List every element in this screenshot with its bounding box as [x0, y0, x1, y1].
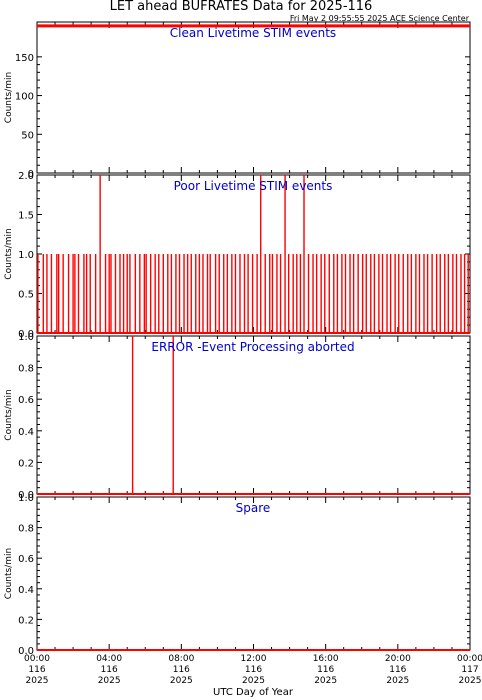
y-tick-label: 1.0	[18, 493, 34, 504]
x-tick-label: 2025	[314, 676, 337, 686]
y-tick-label: 1.5	[18, 211, 34, 222]
plot-frame	[36, 21, 471, 174]
panel-title: Spare	[236, 501, 271, 515]
y-axis-label: Counts/min	[4, 228, 14, 279]
x-tick-label: 2025	[459, 676, 482, 686]
y-tick-label: 0.2	[18, 615, 34, 626]
y-tick-label: 0.8	[18, 364, 34, 375]
plot-frame	[36, 335, 471, 495]
x-tick-label: 116	[245, 665, 262, 675]
panel-4: 0.0 0.2 0.4 0.6 0.8 1.0 Counts/min Spare	[4, 493, 471, 657]
x-tick-label: 16:00	[313, 654, 339, 664]
y-tick-label: 0.0	[18, 329, 34, 340]
x-tick-label: 116	[317, 665, 334, 675]
y-tick-label: 0.5	[18, 290, 34, 301]
panel-2: 0.0 0.5 1.0 1.5 2.0 Counts/min Poor Livetime S…	[4, 171, 471, 340]
y-axis-label: Counts/min	[4, 389, 14, 440]
y-tick-label: 0.0	[18, 646, 34, 657]
x-tick-label: 2025	[170, 676, 193, 686]
x-tick-label: 08:00	[168, 654, 194, 664]
x-tick-label: 2025	[98, 676, 121, 686]
x-tick-label: 04:00	[96, 654, 122, 664]
x-tick-label: 12:00	[241, 654, 267, 664]
x-tick-label: 116	[389, 665, 406, 675]
y-tick-label: 0.4	[18, 585, 34, 596]
y-axis-label: Counts/min	[4, 548, 14, 599]
timestamp-label: Fri May 2 09:55:55 2025 ACE Science Cent…	[290, 14, 470, 23]
x-tick-label: 116	[101, 665, 118, 675]
y-tick-label: 1.0	[18, 250, 34, 261]
y-tick-label: 50	[21, 130, 34, 141]
plot-frame	[36, 174, 471, 334]
x-tick-label: 116	[28, 665, 45, 675]
panel-3: 0.0 0.2 0.4 0.6 0.8 1.0 Counts/min ERROR -Event…	[4, 332, 471, 501]
x-tick-label: 116	[173, 665, 190, 675]
y-tick-label: 1.0	[18, 332, 34, 343]
x-tick-labels: 00:00116202504:00116202508:00116202512:0…	[24, 654, 482, 686]
y-tick-label: 150	[15, 53, 34, 64]
x-tick-label: 2025	[26, 676, 49, 686]
panel-title: Poor Livetime STIM events	[174, 179, 333, 193]
panel-title: ERROR -Event Processing aborted	[151, 340, 354, 354]
plot-frame	[36, 496, 471, 651]
y-tick-label: 0.8	[18, 524, 34, 535]
y-tick-label: 0.0	[18, 490, 34, 501]
y-tick-label: 0	[28, 169, 34, 180]
y-tick-label: 0.2	[18, 458, 34, 469]
panel-title: Clean Livetime STIM events	[170, 26, 336, 40]
x-tick-label: 2025	[242, 676, 265, 686]
x-axis-label: UTC Day of Year	[213, 687, 294, 698]
y-tick-label: 0.6	[18, 395, 34, 406]
y-axis-label: Counts/min	[4, 72, 14, 123]
x-tick-label: 00:00	[457, 654, 482, 664]
y-tick-label: 100	[15, 92, 34, 103]
y-tick-label: 0.6	[18, 554, 34, 565]
x-tick-label: 00:00	[24, 654, 50, 664]
x-tick-label: 117	[461, 665, 478, 675]
figure-title: LET ahead BUFRATES Data for 2025-116	[110, 0, 373, 14]
y-tick-label: 0.4	[18, 427, 34, 438]
x-tick-label: 20:00	[385, 654, 411, 664]
x-tick-label: 2025	[386, 676, 409, 686]
y-tick-label: 2.0	[18, 171, 34, 182]
